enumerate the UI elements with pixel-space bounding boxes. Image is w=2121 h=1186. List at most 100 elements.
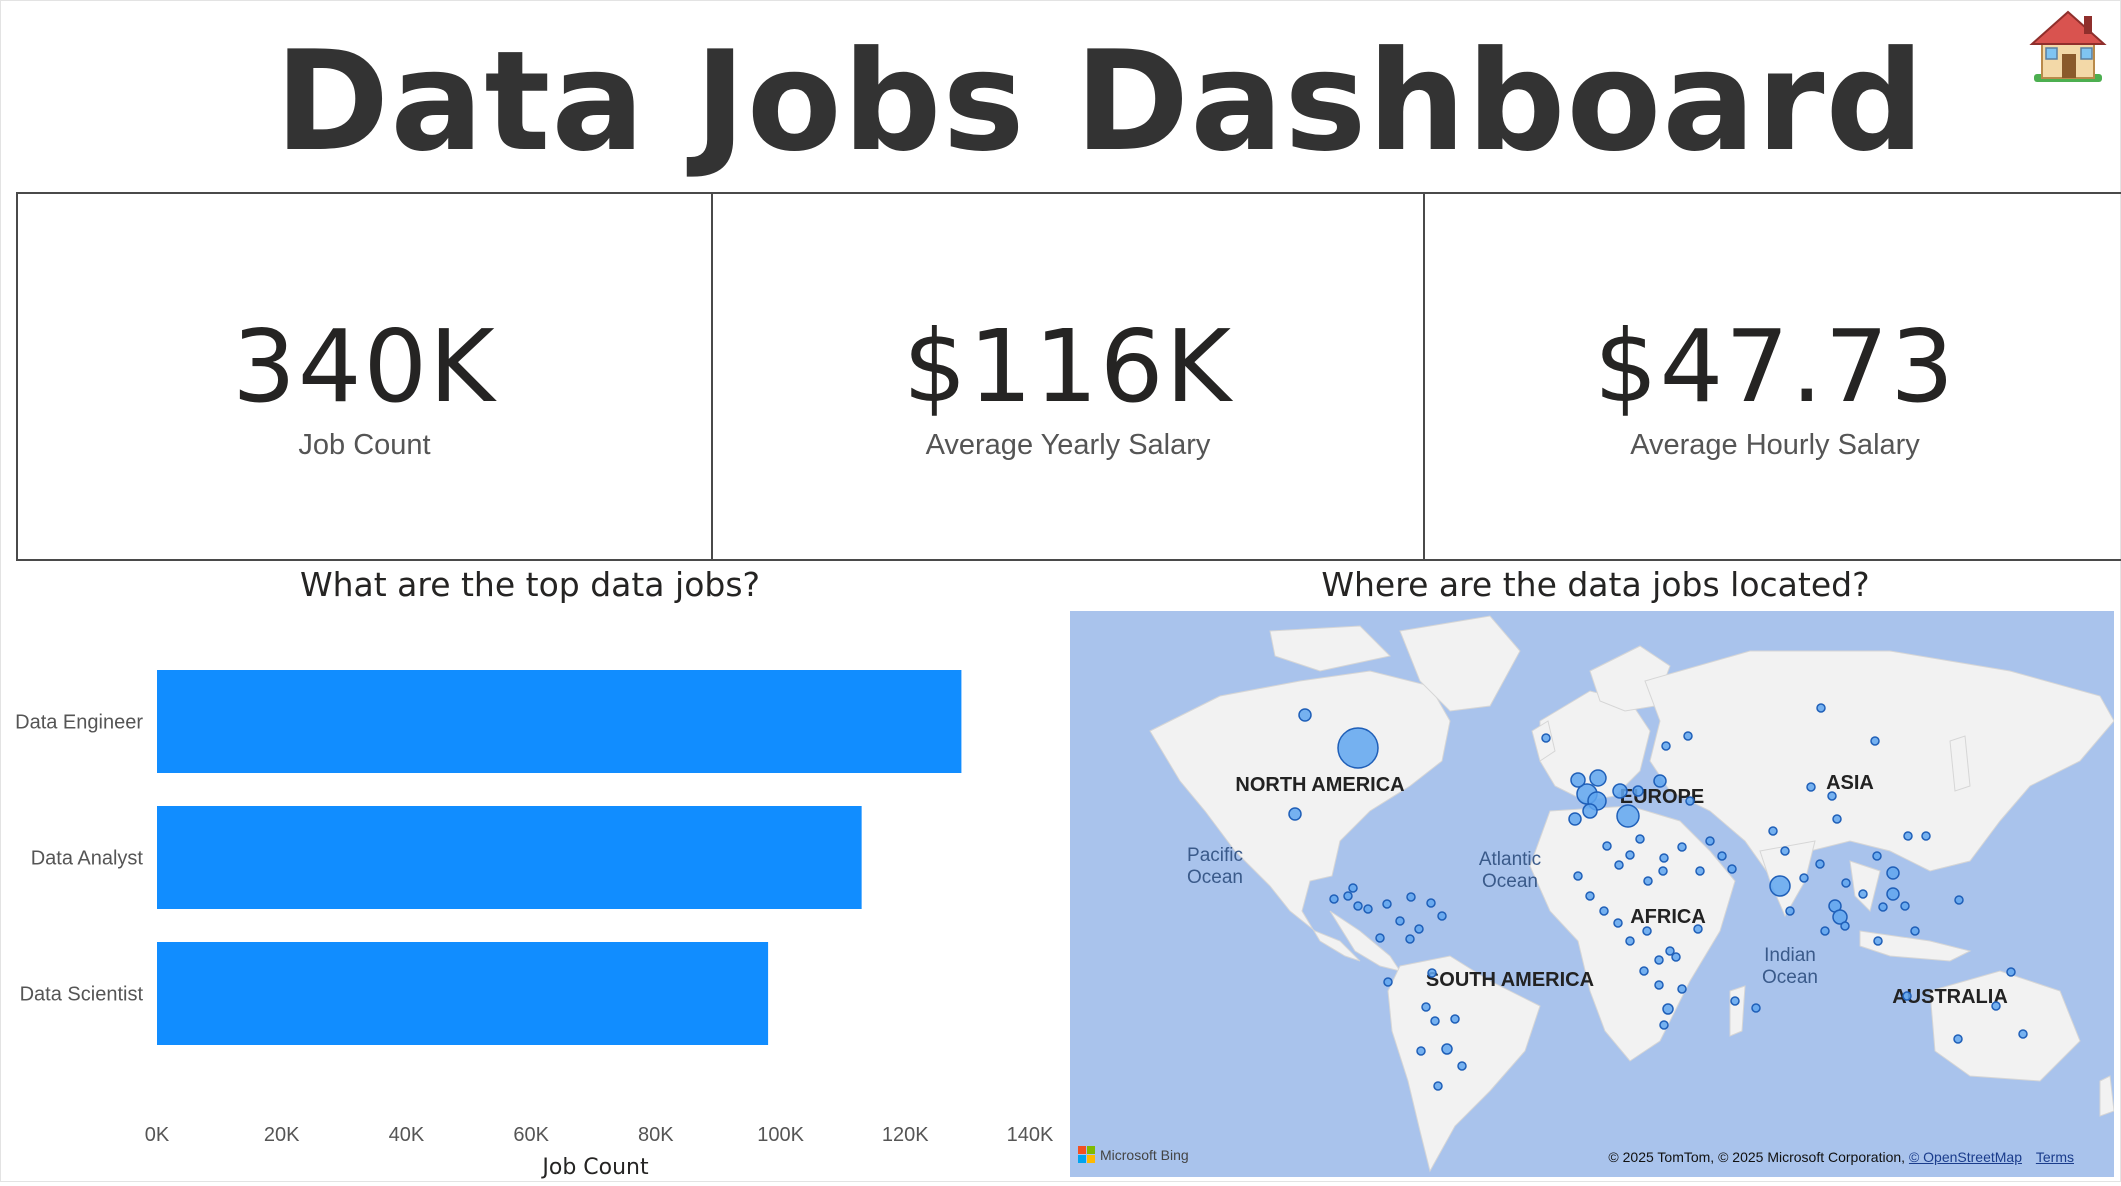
map-bubble (1806, 782, 1816, 792)
map-bubble (1405, 934, 1415, 944)
kpi-card-avg-hourly-salary[interactable]: $47.73 Average Hourly Salary (1425, 194, 2121, 559)
top-jobs-bar-chart[interactable]: Data Engineer Data Analyst Data Scientist 0… (0, 610, 1065, 1182)
kpi-value: 340K (232, 308, 497, 425)
map-bubble (1632, 785, 1644, 797)
map-bubble (1573, 871, 1583, 881)
map-bubble (1654, 980, 1664, 990)
world-map-canvas[interactable]: NORTH AMERICA EUROPE ASIA AFRICA SOUTH A… (1070, 611, 2114, 1177)
map-bubble (1348, 883, 1358, 893)
bing-brand-label: Microsoft Bing (1100, 1146, 1189, 1163)
map-bubble (1671, 952, 1681, 962)
map-bubble (1661, 741, 1671, 751)
map-bubble (1653, 774, 1667, 788)
map-bubble (1677, 842, 1687, 852)
map-bubble (1406, 892, 1416, 902)
map-bubble (1827, 791, 1837, 801)
kpi-label: Average Hourly Salary (1630, 429, 1920, 461)
x-tick-label: 60K (513, 1124, 549, 1146)
map-bubble (2018, 1029, 2028, 1039)
map-bubble (1878, 902, 1888, 912)
map-label-indian-ocean: Indian Ocean (1762, 945, 1818, 988)
map-label-atlantic-ocean: Atlantic Ocean (1479, 849, 1541, 892)
x-tick-label: 80K (638, 1124, 674, 1146)
map-bubble (1343, 891, 1353, 901)
bar-chart-title: What are the top data jobs? (299, 565, 761, 604)
map-bubble (1953, 1034, 1963, 1044)
map-bubble (1665, 946, 1675, 956)
map-bubble (1329, 894, 1339, 904)
job-location-map[interactable]: NORTH AMERICA EUROPE ASIA AFRICA SOUTH A… (1070, 611, 2114, 1177)
map-bubble (1613, 918, 1623, 928)
map-bubble (1717, 851, 1727, 861)
map-bubble (1902, 991, 1912, 1001)
map-bubble (1288, 807, 1302, 821)
map-bubble (1991, 1001, 2001, 1011)
map-bubble (1570, 772, 1586, 788)
map-bubble (1433, 1081, 1443, 1091)
bing-logo[interactable]: Microsoft Bing (1078, 1146, 1189, 1163)
map-bubble (1427, 968, 1437, 978)
map-bubble (1589, 769, 1607, 787)
map-bubble (1585, 891, 1595, 901)
kpi-value: $47.73 (1594, 308, 1956, 425)
map-label-south-america: SOUTH AMERICA (1426, 969, 1594, 991)
map-bubble (1769, 875, 1791, 897)
kpi-card-avg-yearly-salary[interactable]: $116K Average Yearly Salary (713, 194, 1425, 559)
map-bubble (1832, 909, 1848, 925)
map-bubble (1780, 846, 1790, 856)
x-tick-label: 20K (264, 1124, 300, 1146)
map-bubble (1337, 727, 1379, 769)
map-bubble (1612, 783, 1628, 799)
map-bubble (1541, 733, 1551, 743)
kpi-card-job-count[interactable]: 340K Job Count (18, 194, 713, 559)
map-label-africa: AFRICA (1630, 906, 1706, 928)
map-bubble (1768, 826, 1778, 836)
attribution-text: © 2025 TomTom, © 2025 Microsoft Corporat… (1608, 1149, 1906, 1165)
map-bubble (1639, 966, 1649, 976)
job-location-bubbles[interactable] (1288, 703, 2028, 1091)
map-bubble (1751, 1003, 1761, 1013)
map-bubble (1643, 876, 1653, 886)
map-bubble (1602, 841, 1612, 851)
map-bubble (1659, 853, 1669, 863)
map-bubble (1840, 921, 1850, 931)
x-tick-label: 40K (389, 1124, 425, 1146)
map-bubble (1375, 933, 1385, 943)
map-bubble (1658, 866, 1668, 876)
map-bubble (1414, 924, 1424, 934)
map-bubble (1353, 901, 1363, 911)
map-bubble (1437, 911, 1447, 921)
map-bubble (1616, 804, 1640, 828)
map-bubble (2006, 967, 2016, 977)
map-bubble (1815, 859, 1825, 869)
map-bubble (1430, 1016, 1440, 1026)
map-ocean-labels: Pacific Ocean Atlantic Ocean Indian Ocean (1187, 845, 1818, 988)
map-bubble (1625, 850, 1635, 860)
map-attribution: © 2025 TomTom, © 2025 Microsoft Corporat… (1608, 1149, 2074, 1165)
map-bubble (1921, 831, 1931, 841)
map-bubble (1903, 831, 1913, 841)
map-bubble (1683, 731, 1693, 741)
map-bubble (1642, 926, 1652, 936)
map-bubble (1383, 977, 1393, 987)
map-bubble (1816, 703, 1826, 713)
map-bubble (1441, 1043, 1453, 1055)
map-bubble (1886, 887, 1900, 901)
bar-data-engineer[interactable] (157, 670, 962, 773)
map-bubble (1730, 996, 1740, 1006)
map-bubble (1870, 736, 1880, 746)
bar-data-analyst[interactable] (157, 806, 862, 909)
map-bubble (1363, 904, 1373, 914)
house-icon[interactable] (2026, 4, 2110, 88)
map-bubble (1886, 866, 1900, 880)
map-bubble (1954, 895, 1964, 905)
map-bubble (1416, 1046, 1426, 1056)
map-bubble (1635, 834, 1645, 844)
bar-data-scientist[interactable] (157, 942, 769, 1045)
map-bubble (1873, 936, 1883, 946)
map-bubble (1382, 899, 1392, 909)
category-label: Data Scientist (20, 984, 144, 1006)
openstreetmap-link[interactable]: © OpenStreetMap (1908, 1149, 2022, 1165)
terms-link[interactable]: Terms (2035, 1149, 2074, 1165)
map-bubble (1654, 955, 1664, 965)
